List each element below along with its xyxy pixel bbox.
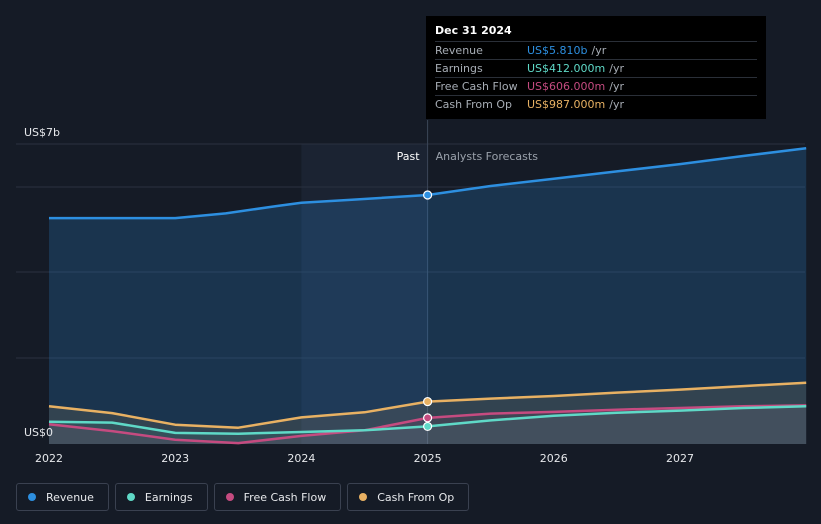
tooltip-unit: /yr [609,98,624,111]
legend-item-revenue[interactable]: Revenue [16,483,109,511]
legend-label: Free Cash Flow [243,490,327,504]
revenue-point [423,190,433,200]
tooltip-value-free-cash-flow: US$606.000m [527,80,606,93]
tooltip-value-earnings: US$412.000m [527,62,606,75]
tooltip-row-revenue: Revenue US$5.810b /yr [435,41,757,59]
earnings-point [423,421,433,432]
tooltip-label: Earnings [435,62,483,75]
tooltip-unit: /yr [609,80,624,93]
cash-from-op-dot-icon [359,493,368,501]
tooltip-row-cash-from-op: Cash From Op US$987.000m /yr [435,95,757,113]
tooltip-unit: /yr [609,62,624,75]
revenue-dot-icon [28,493,36,501]
x-tick-label: 2025 [414,452,442,465]
earnings-dot-icon [126,493,135,501]
tooltip-value-revenue: US$5.810b [527,44,588,57]
y-tick-label: US$0 [24,426,53,439]
tooltip: Dec 31 2024 Revenue US$5.810b /yr Earnin… [426,16,766,119]
past-label: Past [397,150,421,163]
tooltip-date: Dec 31 2024 [435,24,512,37]
tooltip-label: Revenue [435,44,483,57]
x-tick-label: 2027 [666,452,694,465]
free-cash-flow-point [423,413,433,423]
tooltip-row-earnings: Earnings US$412.000m /yr [435,59,757,77]
revenue-area [49,148,807,445]
tooltip-unit: /yr [591,44,607,57]
legend-item-cash-from-op[interactable]: Cash From Op [347,483,470,511]
legend-item-earnings[interactable]: Earnings [114,483,208,511]
x-tick-label: 2022 [35,452,63,465]
y-tick-label: US$7b [24,126,60,139]
past-region [301,144,428,444]
tooltip-label: Free Cash Flow [435,80,518,93]
free-cash-flow-dot-icon [225,493,234,501]
tooltip-label: Cash From Op [435,98,513,111]
cash-from-op-point [423,396,433,407]
legend-label: Cash From Op [377,490,455,504]
legend-label: Earnings [144,490,193,504]
x-tick-label: 2024 [287,452,315,465]
tooltip-value-cash-from-op: US$987.000m [527,98,606,111]
legend: Revenue Earnings Free Cash Flow Cash Fro… [16,483,470,511]
legend-label: Revenue [46,490,94,504]
tooltip-row-free-cash-flow: Free Cash Flow US$606.000m /yr [435,77,757,95]
x-tick-label: 2026 [540,452,568,465]
forecast-label: Analysts Forecasts [436,150,539,163]
legend-item-free-cash-flow[interactable]: Free Cash Flow [213,483,342,511]
x-tick-label: 2023 [161,452,189,465]
